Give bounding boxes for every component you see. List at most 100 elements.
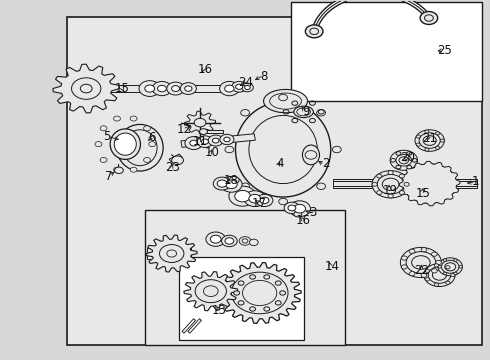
Text: 1: 1 <box>472 175 479 188</box>
Ellipse shape <box>294 106 314 118</box>
Polygon shape <box>218 262 301 323</box>
Text: 15: 15 <box>416 187 431 200</box>
Circle shape <box>377 174 382 178</box>
Circle shape <box>144 126 150 131</box>
Circle shape <box>152 81 171 96</box>
Circle shape <box>95 141 102 147</box>
Circle shape <box>260 197 269 204</box>
Text: 12: 12 <box>176 122 192 136</box>
Text: 7: 7 <box>105 170 113 183</box>
Circle shape <box>419 133 440 148</box>
Circle shape <box>410 170 449 198</box>
Text: 19: 19 <box>383 184 398 197</box>
Circle shape <box>388 171 393 175</box>
Circle shape <box>100 126 107 131</box>
Circle shape <box>401 265 407 269</box>
Circle shape <box>149 141 156 147</box>
Circle shape <box>399 191 405 194</box>
Ellipse shape <box>117 125 163 171</box>
Circle shape <box>194 118 206 127</box>
Circle shape <box>412 256 430 269</box>
Circle shape <box>396 165 401 169</box>
Circle shape <box>195 280 226 303</box>
Circle shape <box>425 269 430 273</box>
Text: 9: 9 <box>302 105 310 118</box>
Circle shape <box>242 239 248 243</box>
Circle shape <box>305 150 317 159</box>
Circle shape <box>249 275 255 279</box>
Circle shape <box>425 148 429 151</box>
Circle shape <box>231 272 288 314</box>
Text: 3: 3 <box>309 207 316 220</box>
Circle shape <box>433 270 446 280</box>
Circle shape <box>217 180 227 187</box>
Circle shape <box>294 211 302 217</box>
Bar <box>145 211 345 345</box>
Circle shape <box>139 81 160 96</box>
Circle shape <box>372 171 409 198</box>
Circle shape <box>382 178 399 190</box>
Circle shape <box>72 78 101 99</box>
Circle shape <box>130 116 137 121</box>
Circle shape <box>220 81 239 96</box>
Circle shape <box>212 138 219 143</box>
Text: 5: 5 <box>103 130 111 144</box>
Circle shape <box>197 136 213 148</box>
Circle shape <box>241 109 249 116</box>
Circle shape <box>419 197 426 202</box>
Circle shape <box>416 143 420 146</box>
Text: 20: 20 <box>400 151 415 164</box>
Circle shape <box>275 301 281 305</box>
Circle shape <box>236 84 243 89</box>
Circle shape <box>419 165 426 170</box>
Circle shape <box>234 291 240 295</box>
Text: 24: 24 <box>239 76 253 89</box>
Polygon shape <box>169 154 183 163</box>
Ellipse shape <box>302 145 319 165</box>
Circle shape <box>436 132 440 135</box>
Circle shape <box>436 260 441 265</box>
Bar <box>179 257 304 339</box>
Text: 18: 18 <box>224 174 239 187</box>
Circle shape <box>449 181 457 186</box>
Circle shape <box>229 186 256 206</box>
Ellipse shape <box>297 108 311 116</box>
Circle shape <box>409 271 415 276</box>
Circle shape <box>436 146 440 149</box>
Text: 2: 2 <box>322 157 329 170</box>
Circle shape <box>242 83 253 92</box>
Text: 6: 6 <box>148 131 156 144</box>
Circle shape <box>446 266 450 269</box>
Circle shape <box>243 280 277 306</box>
Circle shape <box>114 167 121 172</box>
Circle shape <box>407 191 415 196</box>
Circle shape <box>279 198 288 205</box>
Circle shape <box>201 139 208 144</box>
Circle shape <box>403 164 457 203</box>
Circle shape <box>190 140 197 146</box>
Text: 16: 16 <box>197 63 213 76</box>
Circle shape <box>100 157 107 162</box>
Polygon shape <box>71 85 238 93</box>
Circle shape <box>433 165 441 170</box>
Circle shape <box>433 197 441 202</box>
Circle shape <box>145 85 155 92</box>
Ellipse shape <box>114 133 136 155</box>
Circle shape <box>167 250 176 257</box>
Circle shape <box>445 263 456 271</box>
Circle shape <box>249 307 255 311</box>
Circle shape <box>388 194 393 198</box>
Circle shape <box>180 83 196 94</box>
Circle shape <box>407 152 412 155</box>
Circle shape <box>423 136 436 145</box>
Circle shape <box>421 248 427 252</box>
Text: 8: 8 <box>260 69 267 82</box>
Circle shape <box>428 267 451 283</box>
Circle shape <box>407 165 412 169</box>
Text: 15: 15 <box>115 82 129 95</box>
Circle shape <box>289 201 311 217</box>
Text: 25: 25 <box>437 44 452 57</box>
Polygon shape <box>184 271 238 311</box>
Polygon shape <box>181 134 255 147</box>
Circle shape <box>256 194 273 207</box>
